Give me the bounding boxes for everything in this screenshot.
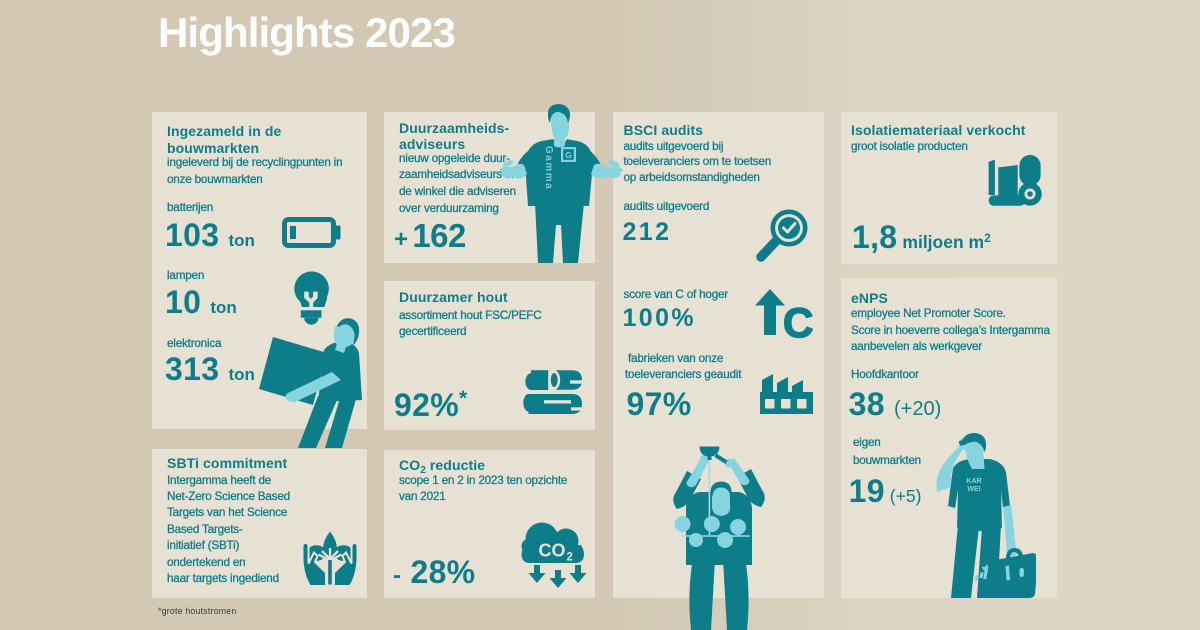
svg-text:CO: CO (539, 541, 566, 561)
svg-text:2: 2 (567, 552, 573, 564)
svg-text:C: C (783, 299, 813, 339)
svg-text:Gamma: Gamma (543, 146, 554, 190)
svg-text:KAR: KAR (966, 478, 981, 485)
svg-text:G: G (565, 150, 572, 160)
svg-text:WEI: WEI (967, 486, 980, 493)
